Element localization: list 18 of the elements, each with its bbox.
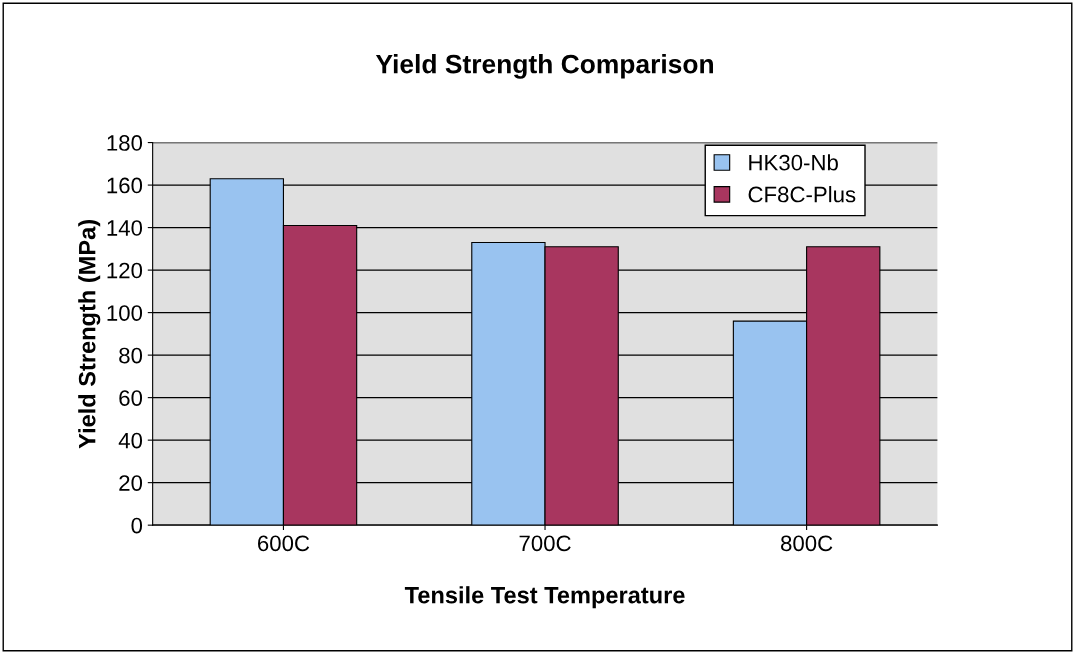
y-tick-label: 60 (119, 390, 143, 406)
chart-title: Yield Strength Comparison (375, 54, 713, 79)
x-tick-label: 800C (781, 535, 833, 552)
y-axis-title: Yield Strength (MPa) (78, 220, 101, 449)
y-tick-label: 40 (118, 432, 143, 449)
x-tick-label: 600C (258, 535, 310, 552)
legend-label: HK30-Nb (749, 154, 838, 171)
y-tick-label: 100 (107, 305, 143, 321)
x-tick-label: 700C (519, 535, 571, 552)
legend-label: CF8C-Plus (748, 186, 856, 203)
y-tick-label: 120 (107, 262, 143, 279)
y-tick-label: 20 (119, 475, 143, 491)
y-tick-label: 0 (131, 517, 143, 534)
y-tick-label: 80 (119, 347, 143, 364)
y-tick-label: 160 (107, 177, 143, 194)
x-axis-title: Tensile Test Temperature (404, 586, 685, 609)
y-tick-label: 180 (107, 135, 143, 151)
y-tick-label: 140 (107, 220, 143, 236)
